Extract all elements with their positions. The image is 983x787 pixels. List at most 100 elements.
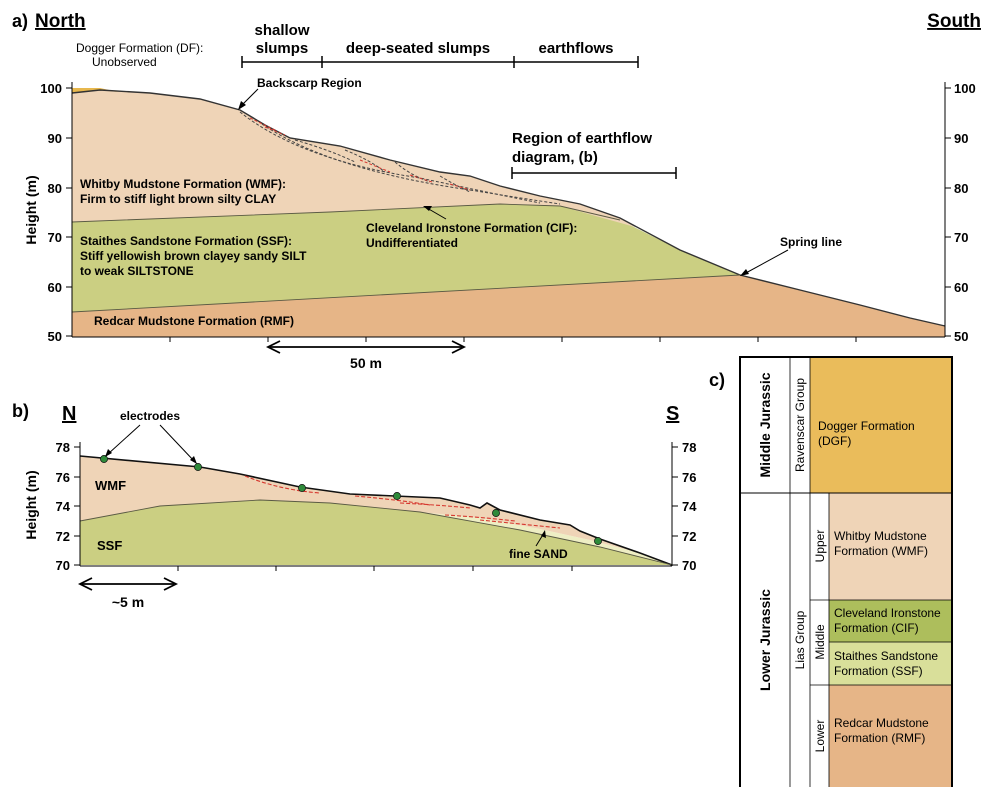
panel-b-ytick: 76 xyxy=(56,470,70,485)
electrodes-arrow-2 xyxy=(159,424,196,463)
panel-a-bottom-ticks xyxy=(169,337,857,342)
formation-cleveland xyxy=(829,600,952,642)
south-label: South xyxy=(927,11,981,32)
segment-earthflows: earthflows xyxy=(538,40,613,57)
wmf-ssf-boundary xyxy=(71,203,621,223)
panel-a-ytick-right: 50 xyxy=(954,329,968,344)
electrode-6 xyxy=(594,537,602,545)
fine-sand-label: fine SAND xyxy=(509,547,568,561)
cleveland-arrow xyxy=(426,207,447,220)
panel-a-scale-bar xyxy=(265,340,467,354)
dogger-name-line1: Dogger Formation xyxy=(818,419,915,433)
backscarp-label: Backscarp Region xyxy=(257,76,362,90)
staithes-label-line1: Staithes Sandstone Formation (SSF): xyxy=(80,234,292,248)
whitby-label-line2: Firm to stiff light brown silty CLAY xyxy=(80,192,276,206)
panel-a-ytick-right: 70 xyxy=(954,230,968,245)
cleveland-label-line2: Undifferentiated xyxy=(366,236,458,250)
segment-shallow-line2: slumps xyxy=(256,40,309,57)
panel-b-ytick-right: 72 xyxy=(682,529,696,544)
panel-b-ytick: 72 xyxy=(56,529,70,544)
group-lias: Lias Group xyxy=(793,610,807,669)
region-bracket xyxy=(511,167,677,179)
panel-a-letter: a) xyxy=(12,11,28,31)
panel-b-ytick: 74 xyxy=(56,499,71,514)
panel-b-ytick: 78 xyxy=(56,440,70,455)
slip-displacement-arrows xyxy=(249,117,471,191)
formation-redcar xyxy=(829,685,952,787)
panel-a: 100 90 80 70 60 50 100 90 80 70 60 50 He… xyxy=(12,11,981,371)
redcar-name-line1: Redcar Mudstone xyxy=(834,716,929,730)
panel-a-ytick-right: 100 xyxy=(954,81,976,96)
staithes-name-line1: Staithes Sandstone xyxy=(834,649,938,663)
north-label: North xyxy=(35,11,86,32)
region-label-line1: Region of earthflow xyxy=(512,130,652,147)
b-ssf-label: SSF xyxy=(97,538,122,553)
panel-b-ytick-right: 76 xyxy=(682,470,696,485)
electrode-4 xyxy=(393,492,401,500)
panel-a-ytick: 90 xyxy=(48,131,62,146)
panel-a-ytick-right: 90 xyxy=(954,131,968,146)
electrode-3 xyxy=(298,484,306,492)
cleveland-label-line1: Cleveland Ironstone Formation (CIF): xyxy=(366,221,577,235)
slope-process-bar xyxy=(241,56,639,68)
ssf-rmf-boundary xyxy=(71,274,741,313)
panel-b-ytick-right: 78 xyxy=(682,440,696,455)
dogger-label-line2: Unobserved xyxy=(92,55,157,69)
b-wmf-label: WMF xyxy=(95,478,126,493)
series-lower-jurassic: Lower Jurassic xyxy=(757,589,773,691)
electrodes-label: electrodes xyxy=(120,409,180,423)
panel-b-north: N xyxy=(62,403,76,425)
panel-b-ytick-right: 70 xyxy=(682,558,696,573)
panel-c: c) Middle Jurassic Lower Jurassic Ravens… xyxy=(709,356,953,787)
whitby-name-line2: Formation (WMF) xyxy=(834,544,928,558)
panel-a-ylabel: Height (m) xyxy=(23,175,39,244)
ssf-layer xyxy=(72,204,740,312)
panel-b-ytick-right: 74 xyxy=(682,499,697,514)
series-middle-jurassic: Middle Jurassic xyxy=(757,372,773,477)
wmf-layer xyxy=(72,90,635,227)
panel-a-scale-label: 50 m xyxy=(350,355,382,371)
formation-dogger xyxy=(810,357,952,493)
redcar-label: Redcar Mudstone Formation (RMF) xyxy=(94,314,294,328)
region-label-line2: diagram, (b) xyxy=(512,149,598,166)
panel-b-scale-bar xyxy=(77,577,179,591)
b-slip-surfaces xyxy=(244,475,561,529)
ground-surface-line xyxy=(71,89,946,327)
panel-b-ylabel: Height (m) xyxy=(23,470,39,539)
panel-a-ytick: 50 xyxy=(48,329,62,344)
panel-a-ytick-right: 80 xyxy=(954,181,968,196)
whitby-name-line1: Whitby Mudstone xyxy=(834,529,927,543)
panel-b-scale-label: ~5 m xyxy=(112,594,144,610)
electrode-5 xyxy=(492,509,500,517)
segment-shallow-line1: shallow xyxy=(254,22,309,39)
panel-b-right-ticks xyxy=(672,446,678,566)
panel-c-letter: c) xyxy=(709,370,725,390)
panel-a-right-ticks xyxy=(945,87,951,337)
subdivision-middle: Middle xyxy=(813,624,827,660)
electrodes-arrow-1 xyxy=(107,424,141,455)
subdivision-upper: Upper xyxy=(813,530,827,563)
dogger-label-line1: Dogger Formation (DF): xyxy=(76,41,203,55)
electrode-1 xyxy=(100,455,108,463)
panel-a-ytick-right: 60 xyxy=(954,280,968,295)
b-ground-surface xyxy=(79,455,673,566)
panel-a-left-ticks xyxy=(66,87,72,337)
panel-b-bottom-ticks xyxy=(177,566,573,571)
b-ssf-layer xyxy=(80,500,672,565)
rmf-layer xyxy=(72,275,945,337)
spring-line-arrow xyxy=(743,249,789,275)
panel-a-ytick: 100 xyxy=(40,81,62,96)
b-wmf-layer xyxy=(80,456,640,553)
redcar-name-line2: Formation (RMF) xyxy=(834,731,925,745)
panel-b-south: S xyxy=(666,403,679,425)
cleveland-name-line2: Formation (CIF) xyxy=(834,621,919,635)
staithes-label-line2: Stiff yellowish brown clayey sandy SILT xyxy=(80,249,307,263)
formation-staithes xyxy=(829,642,952,685)
staithes-name-line2: Formation (SSF) xyxy=(834,664,923,678)
electrodes xyxy=(100,455,602,545)
formation-whitby xyxy=(829,493,952,600)
panel-a-ytick: 80 xyxy=(48,181,62,196)
electrode-2 xyxy=(194,463,202,471)
panel-b: 78 76 74 72 70 78 76 74 72 70 Height (m)… xyxy=(12,401,697,610)
